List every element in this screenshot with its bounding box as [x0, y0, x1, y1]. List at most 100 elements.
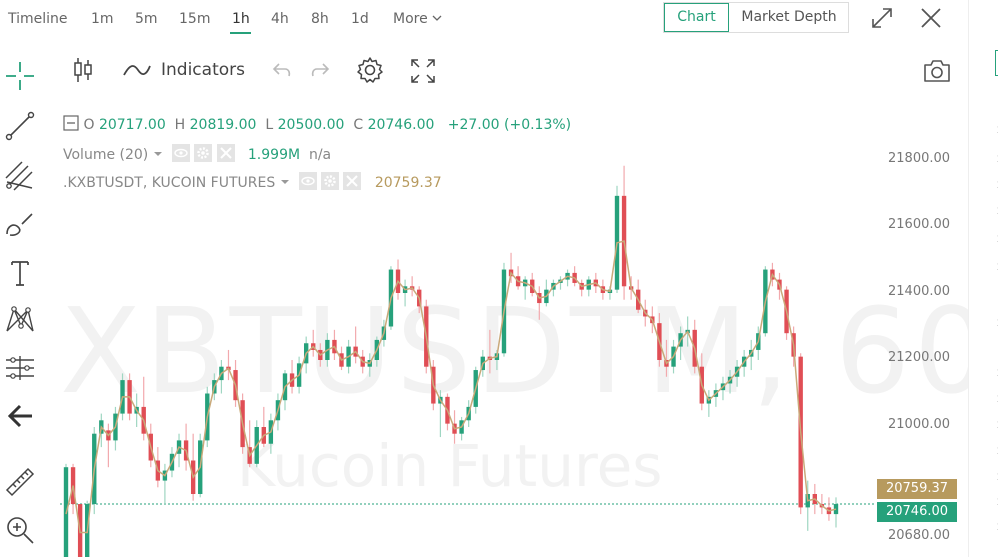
volume-label[interactable]: Volume (20): [63, 147, 149, 163]
settings-gear-icon[interactable]: [321, 172, 340, 190]
indicators-icon[interactable]: [122, 62, 152, 78]
ruler-icon[interactable]: [4, 466, 36, 498]
visibility-icon[interactable]: [171, 144, 190, 162]
interval-1m[interactable]: 1m: [91, 11, 114, 27]
chevron-down-icon: [432, 15, 442, 21]
expand-icon[interactable]: [870, 6, 894, 30]
candle: [537, 286, 542, 320]
forecast-measure-icon[interactable]: [4, 352, 36, 384]
interval-1d[interactable]: 1d: [351, 11, 369, 27]
candle: [459, 416, 464, 441]
undo-icon[interactable]: [271, 60, 293, 80]
volume-legend: Volume (20) 1.999M n/a: [63, 141, 331, 163]
crosshair-icon[interactable]: [4, 60, 36, 92]
candlestick-type-icon[interactable]: [72, 56, 94, 84]
interval-4h[interactable]: 4h: [271, 11, 289, 27]
candle: [402, 279, 408, 307]
candle: [106, 423, 111, 468]
settings-gear-icon[interactable]: [194, 144, 213, 162]
candle: [226, 349, 231, 381]
candle: [621, 165, 627, 300]
more-label: More: [393, 11, 428, 27]
price-axis-label: 21800.00: [888, 151, 951, 166]
pattern-tool-icon[interactable]: [4, 304, 36, 336]
brush-icon[interactable]: [4, 208, 36, 240]
price-axis-label: 21400.00: [888, 284, 951, 299]
candle: [141, 376, 146, 441]
candle: [409, 276, 415, 297]
close-label: C: [353, 117, 364, 133]
candle: [311, 329, 316, 357]
visibility-icon[interactable]: [298, 172, 317, 190]
camera-snapshot-icon[interactable]: [922, 58, 952, 84]
chart-view-button[interactable]: Chart: [664, 3, 729, 32]
candle: [572, 266, 577, 287]
collapse-legend-icon[interactable]: [63, 115, 79, 131]
view-toggle: Chart Market Depth: [663, 2, 849, 33]
fullscreen-icon[interactable]: [410, 58, 436, 84]
interval-bar: Timeline 1m 5m 15m 1h 4h 8h 1d More Char…: [0, 0, 968, 38]
interval-timeline[interactable]: Timeline: [8, 11, 68, 27]
ohlc-legend: O 20717.00 H 20819.00 L 20500.00 C 20746…: [63, 113, 571, 133]
order-book-panel-edge: 22222222222222: [968, 0, 998, 557]
index-price-line: [65, 240, 837, 534]
candle: [162, 463, 168, 505]
market-depth-button[interactable]: Market Depth: [741, 9, 837, 25]
volume-extra: n/a: [308, 147, 332, 163]
candle: [395, 259, 401, 300]
low-value: 20500.00: [277, 117, 345, 133]
low-label: L: [265, 117, 274, 133]
candle: [183, 423, 189, 471]
interval-15m[interactable]: 15m: [179, 11, 211, 27]
candle: [586, 276, 591, 297]
settings-gear-icon[interactable]: [356, 56, 384, 84]
candlestick-chart[interactable]: [60, 100, 875, 557]
index-label[interactable]: .KXBTUSDT, KUCOIN FUTURES: [63, 175, 276, 191]
remove-icon[interactable]: [216, 144, 235, 162]
trend-line-icon[interactable]: [4, 110, 36, 142]
remove-icon[interactable]: [343, 172, 362, 190]
candle: [367, 353, 372, 377]
candle: [515, 266, 521, 290]
indicators-button[interactable]: Indicators: [161, 60, 245, 80]
candle: [289, 360, 295, 394]
candle: [353, 326, 358, 364]
price-axis-label: 20680.00: [888, 528, 951, 543]
high-label: H: [174, 117, 186, 133]
close-value: 20746.00: [367, 117, 435, 133]
chart-toolbar: Indicators: [58, 52, 968, 90]
candle: [706, 390, 712, 417]
more-intervals-dropdown[interactable]: More: [393, 11, 442, 27]
change-value: +27.00 (+0.13%): [447, 117, 572, 133]
text-tool-icon[interactable]: [4, 257, 36, 289]
candle: [261, 406, 266, 448]
index-value: 20759.37: [374, 175, 442, 191]
candle: [579, 279, 584, 297]
arrow-left-icon[interactable]: [4, 400, 36, 432]
price-axis-label: 21600.00: [888, 217, 951, 232]
interval-5m[interactable]: 5m: [135, 11, 158, 27]
index-legend: .KXBTUSDT, KUCOIN FUTURES 20759.37: [63, 169, 442, 191]
index-price-tag: 20759.37: [877, 479, 957, 499]
interval-8h[interactable]: 8h: [311, 11, 329, 27]
panel-tab-edge[interactable]: [995, 50, 998, 76]
candle: [522, 276, 528, 300]
redo-icon[interactable]: [309, 60, 331, 80]
active-interval-indicator: [230, 32, 251, 34]
zoom-in-icon[interactable]: [4, 514, 36, 546]
candle: [190, 433, 196, 501]
high-value: 20819.00: [189, 117, 257, 133]
candle: [833, 497, 839, 528]
candle: [530, 272, 535, 297]
candle: [247, 420, 252, 468]
chevron-down-icon[interactable]: [280, 179, 290, 186]
fib-channel-icon[interactable]: [4, 160, 36, 192]
chevron-down-icon[interactable]: [153, 151, 163, 158]
price-axis-label: 21000.00: [888, 417, 951, 432]
interval-1h[interactable]: 1h: [232, 11, 250, 27]
drawing-tools: [0, 52, 40, 557]
close-icon[interactable]: [919, 6, 943, 30]
volume-value: 1.999M: [247, 147, 301, 163]
candle: [487, 329, 493, 374]
candle: [332, 329, 337, 360]
